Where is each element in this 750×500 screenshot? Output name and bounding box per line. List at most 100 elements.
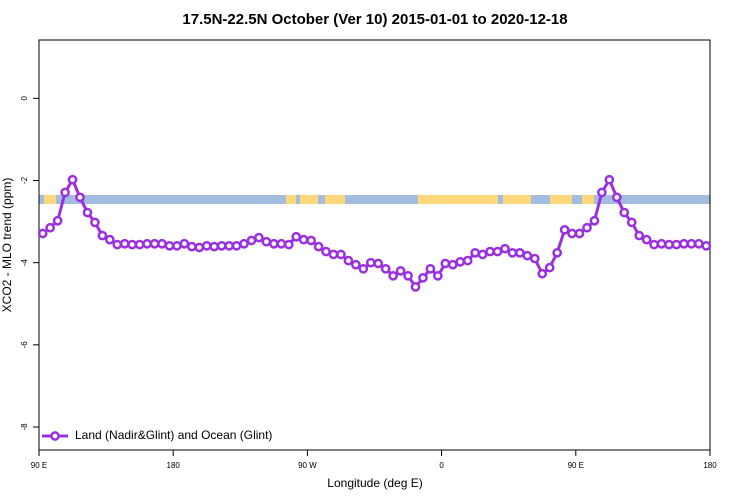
marker [313, 241, 324, 252]
marker [149, 238, 160, 249]
land-ocean-strip [39, 195, 710, 204]
marker [97, 230, 108, 241]
marker [388, 270, 398, 281]
marker [239, 238, 249, 249]
marker [336, 249, 346, 260]
marker [403, 270, 413, 281]
marker [112, 239, 123, 250]
marker [269, 238, 279, 249]
marker [679, 238, 689, 249]
marker [343, 255, 354, 266]
marker [537, 268, 548, 279]
marker [552, 247, 563, 258]
marker [529, 253, 540, 264]
marker [216, 240, 227, 251]
marker [701, 240, 712, 251]
y-tick-label: -4 [20, 259, 29, 267]
marker [157, 238, 167, 249]
marker [373, 258, 384, 269]
marker [209, 241, 220, 252]
marker [104, 234, 115, 245]
marker [365, 257, 376, 268]
marker [634, 230, 645, 241]
marker [201, 240, 212, 251]
marker [410, 282, 421, 292]
marker [611, 192, 622, 203]
marker [619, 207, 630, 218]
marker [127, 239, 138, 250]
marker [37, 228, 48, 239]
marker [90, 217, 100, 228]
marker [649, 239, 659, 250]
marker [671, 239, 682, 250]
marker [298, 234, 309, 245]
legend-marker [50, 431, 60, 441]
marker [60, 187, 70, 198]
marker [656, 238, 667, 249]
marker [626, 217, 637, 228]
x-tick-label: 0 [439, 461, 444, 470]
marker [254, 232, 264, 243]
marker [328, 249, 339, 260]
marker [306, 235, 316, 246]
marker [134, 239, 145, 250]
marker [500, 243, 510, 254]
marker [425, 263, 436, 274]
marker [395, 266, 406, 276]
y-tick-label: 0 [20, 96, 29, 101]
marker [641, 234, 652, 245]
x-tick-label: 90 W [298, 461, 317, 470]
x-tick-label: 90 E [568, 461, 584, 470]
x-tick-label: 180 [167, 461, 181, 470]
marker [321, 246, 331, 257]
marker [462, 255, 473, 266]
marker [119, 238, 130, 249]
marker [522, 250, 533, 261]
marker [597, 187, 607, 198]
x-axis-label: Longitude (deg E) [327, 476, 422, 490]
y-axis-label: XCO2 - MLO trend (ppm) [0, 178, 14, 313]
marker [172, 240, 182, 251]
marker [567, 228, 577, 239]
marker [604, 174, 615, 185]
legend-label: Land (Nadir&Glint) and Ocean (Glint) [75, 428, 272, 442]
marker [67, 174, 78, 185]
marker [142, 238, 152, 249]
marker [686, 238, 697, 249]
marker [485, 246, 495, 257]
marker [261, 236, 272, 247]
marker [515, 247, 525, 258]
marker [582, 222, 592, 233]
marker [559, 224, 570, 235]
marker [75, 192, 85, 203]
x-tick-label: 180 [703, 461, 717, 470]
marker [380, 263, 391, 274]
marker [224, 240, 234, 251]
y-tick-label: -8 [20, 423, 29, 431]
marker [52, 215, 63, 226]
marker [544, 262, 555, 273]
y-tick-label: -6 [20, 341, 29, 349]
marker [440, 258, 451, 269]
marker [358, 263, 369, 274]
marker [433, 270, 443, 281]
marker [164, 240, 175, 251]
x-tick-label: 90 E [31, 461, 47, 470]
marker [470, 247, 480, 258]
marker [664, 239, 674, 250]
marker [492, 246, 503, 257]
marker [351, 259, 361, 270]
marker [283, 239, 294, 250]
marker [455, 256, 466, 267]
marker [574, 228, 585, 239]
marker [231, 240, 242, 251]
marker [82, 207, 93, 218]
marker [45, 222, 56, 233]
marker [447, 259, 458, 270]
chart-title: 17.5N-22.5N October (Ver 10) 2015-01-01 … [182, 11, 567, 28]
marker [186, 241, 197, 252]
marker [291, 231, 302, 242]
marker [589, 215, 600, 226]
y-tick-label: -2 [20, 176, 29, 184]
